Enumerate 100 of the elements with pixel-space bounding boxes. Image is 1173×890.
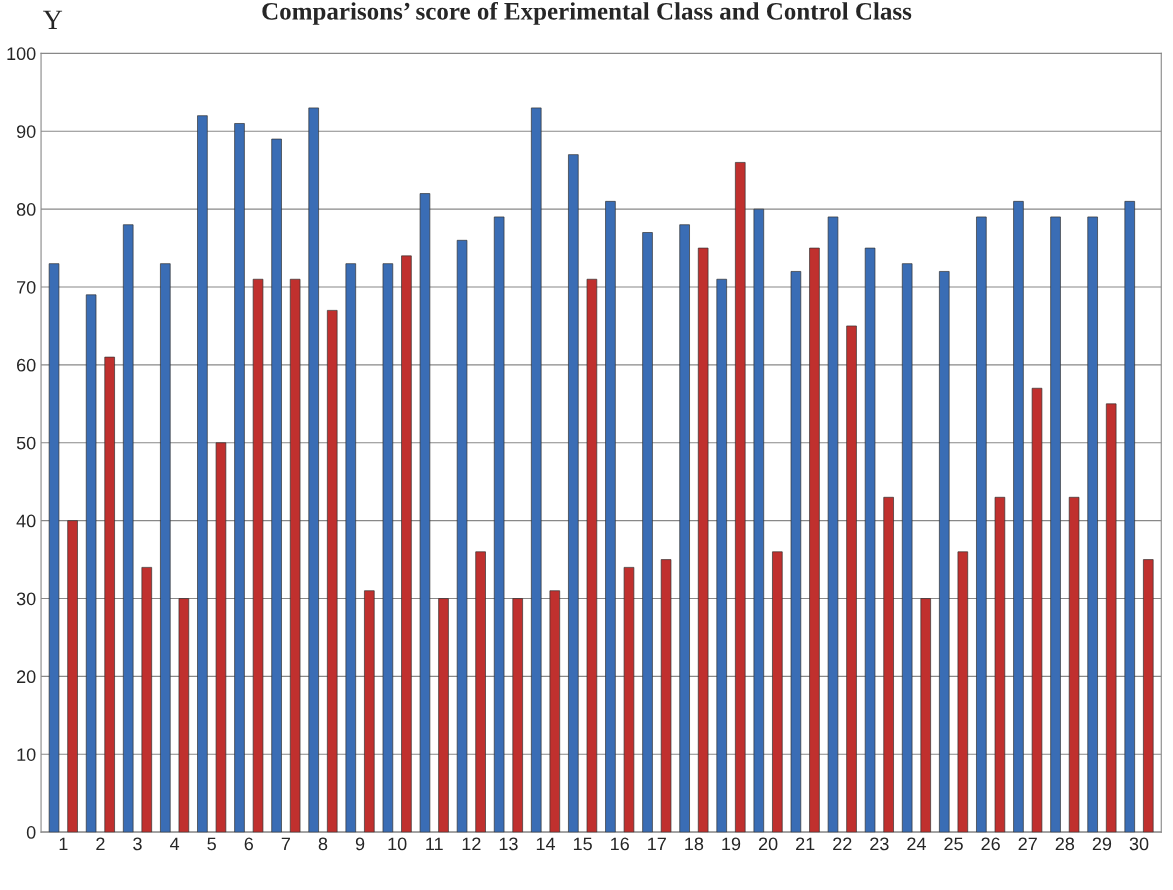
bar [382,263,394,833]
bar [679,224,690,833]
bar [697,247,709,833]
bar [1087,216,1098,833]
x-tick-label: 7 [281,837,290,851]
y-tick-label: 60 [17,358,36,372]
bar [939,271,950,833]
bar [568,154,579,833]
x-tick-label: 26 [981,837,1000,851]
bar [809,247,820,833]
bar [419,193,431,833]
y-tick-label: 50 [16,436,36,450]
bar [512,598,523,833]
bar [289,278,301,833]
bar [901,263,913,833]
y-tick-label: 0 [26,826,36,839]
bar [456,239,468,833]
bar [883,496,894,833]
bar [271,138,282,833]
bar [1143,559,1154,833]
x-tick-label: 10 [388,837,407,851]
bar [623,567,635,833]
y-tick-label: 10 [17,748,36,761]
x-tick-label: 21 [796,837,815,851]
x-tick-label: 25 [944,837,963,851]
bar [234,123,245,833]
bar [326,310,338,833]
x-tick-label: 6 [244,837,253,851]
bar [864,247,876,833]
bar [549,590,561,833]
bar [178,598,190,833]
x-tick-label: 8 [318,837,328,851]
bar [660,559,672,833]
bar [1013,201,1024,833]
bar [104,356,115,833]
bar [642,232,653,833]
bar [920,598,931,833]
bar [493,216,505,833]
x-tick-label: 11 [426,837,443,851]
x-tick-label: 2 [96,837,105,851]
x-tick-label: 12 [462,837,481,851]
x-tick-label: 29 [1092,837,1112,851]
bar [160,263,171,833]
y-axis-title: Y [43,10,63,29]
x-tick-label: 28 [1055,837,1075,851]
bar [1124,201,1135,833]
x-tick-label: 18 [685,837,704,851]
chart-title: Comparisons’ score of Experimental Class and Control Class [262,1,912,25]
y-tick-label: 20 [17,670,36,684]
bar [48,263,60,833]
bar [85,294,97,833]
bar [605,201,616,833]
x-tick-label: 14 [536,837,556,851]
x-tick-label: 15 [573,837,592,851]
y-tick-label: 90 [16,125,36,138]
bar [475,551,486,833]
bar [772,551,783,833]
x-tick-label: 19 [722,837,741,851]
bar [438,598,449,833]
x-tick-label: 4 [169,837,180,851]
x-tick-label: 9 [355,837,365,851]
bar [716,278,727,833]
bar [531,107,542,833]
bar [994,496,1006,833]
bar [122,224,134,833]
bar [1050,216,1061,833]
y-tick-label: 70 [17,280,36,294]
bar [364,590,375,833]
bar [1068,496,1080,833]
x-tick-label: 22 [833,837,852,851]
bar [753,208,765,833]
bar [215,442,227,833]
x-tick-label: 5 [207,837,216,851]
y-tick-label: 100 [7,47,36,61]
bar [1031,387,1043,833]
bar [345,263,357,833]
bar [790,271,802,833]
bar [735,162,746,833]
bar [401,255,412,833]
x-tick-label: 17 [648,837,666,851]
x-tick-label: 30 [1129,837,1149,851]
x-tick-label: 1 [59,837,68,851]
bar [1105,403,1117,833]
bar [308,107,319,833]
bar [846,325,857,833]
bar [976,216,987,833]
bar [197,115,208,833]
bar [957,551,969,833]
x-tick-label: 27 [1018,837,1037,851]
x-tick-label: 24 [907,837,926,851]
bar [827,216,839,833]
x-tick-label: 3 [133,837,142,851]
x-tick-label: 20 [758,837,778,851]
x-tick-label: 13 [499,837,518,851]
bar [586,278,598,833]
x-tick-label: 16 [611,837,629,851]
x-tick-label: 23 [870,837,889,851]
bar [67,520,78,833]
bar [141,567,153,833]
y-tick-label: 30 [16,592,36,606]
